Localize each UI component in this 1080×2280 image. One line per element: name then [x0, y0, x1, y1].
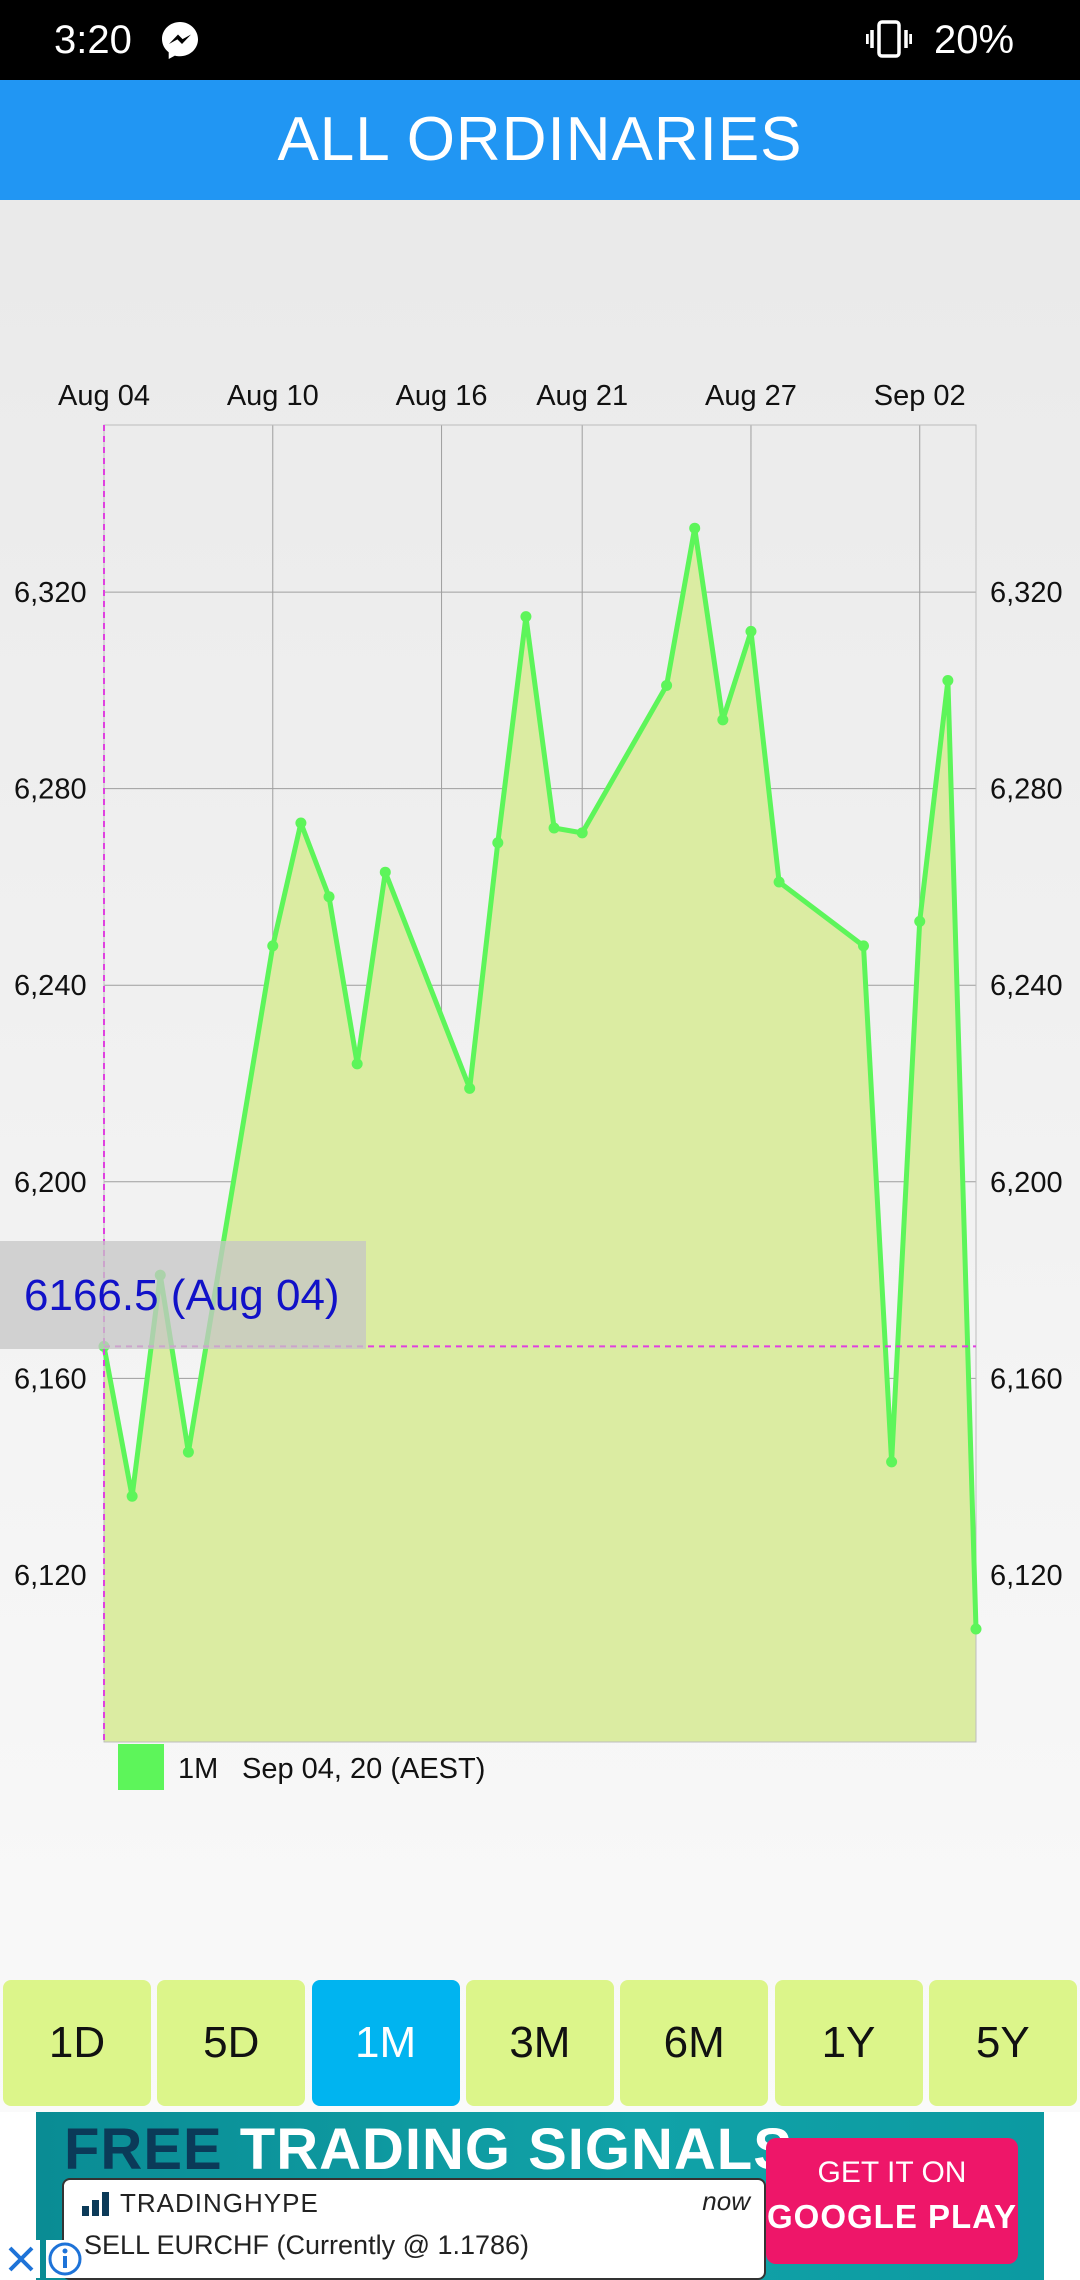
- price-area: [104, 528, 976, 1743]
- ad-time: now: [702, 2186, 750, 2216]
- app-bar: ALL ORDINARIES: [0, 80, 1080, 200]
- y-tick-label-right: 6,160: [990, 1363, 1063, 1395]
- data-point: [942, 675, 954, 687]
- signal-bars-icon: [82, 2192, 109, 2216]
- ad-notification: TRADINGHYPE now SELL EURCHF (Currently @…: [62, 2178, 766, 2280]
- page-title: ALL ORDINARIES: [277, 105, 803, 174]
- range-button-1d[interactable]: 1D: [3, 1980, 151, 2106]
- x-tick-label: Aug 21: [536, 380, 628, 412]
- data-point: [267, 940, 279, 952]
- data-point: [323, 891, 335, 903]
- y-axis: 6,120 6,120 6,160 6,160 6,200 6,200 6,240 6,240…: [14, 577, 1063, 1592]
- highlight-box: [0, 1241, 366, 1349]
- ad-message: SELL EURCHF (Currently @ 1.1786): [84, 2230, 530, 2260]
- data-point: [295, 817, 307, 829]
- ad-title-free: FREE: [64, 2117, 223, 2182]
- y-tick-label-left: 6,120: [14, 1560, 87, 1592]
- vibrate-icon: [866, 20, 912, 58]
- ad-content[interactable]: FREE TRADING SIGNALS TRADINGHYPE now SEL…: [36, 2112, 1044, 2280]
- data-point: [464, 1082, 476, 1094]
- data-point: [970, 1623, 982, 1635]
- status-time: 3:20: [54, 18, 132, 62]
- highlight-label: 6166.5 (Aug 04): [24, 1271, 340, 1320]
- y-tick-label-right: 6,200: [990, 1167, 1063, 1199]
- data-point: [126, 1490, 138, 1502]
- data-point: [548, 822, 560, 834]
- range-selector: 1D 5D 1M 3M 6M 1Y 5Y: [0, 1978, 1080, 2108]
- data-point: [576, 827, 588, 839]
- x-tick-label: Aug 04: [58, 380, 150, 412]
- legend-swatch: [118, 1744, 164, 1790]
- google-play-button[interactable]: GET IT ON GOOGLE PLAY: [766, 2138, 1018, 2264]
- range-button-3m[interactable]: 3M: [465, 1980, 614, 2106]
- range-button-5y[interactable]: 5Y: [928, 1980, 1077, 2106]
- price-chart[interactable]: Aug 04 Aug 10 Aug 16 Aug 21 Aug 27 Sep 02 6,1…: [0, 200, 1080, 1900]
- data-point: [717, 714, 729, 726]
- info-icon[interactable]: [46, 2240, 84, 2278]
- x-tick-label: Sep 02: [874, 380, 966, 412]
- data-point: [520, 611, 532, 623]
- battery-level: 20%: [934, 18, 1015, 62]
- y-tick-label-right: 6,320: [990, 577, 1063, 609]
- data-point: [689, 522, 701, 534]
- x-axis: Aug 04 Aug 10 Aug 16 Aug 21 Aug 27 Sep 02: [58, 380, 966, 412]
- x-tick-label: Aug 10: [227, 380, 319, 412]
- close-icon[interactable]: [2, 2240, 40, 2278]
- ad-title: FREE TRADING SIGNALS: [64, 2116, 793, 2183]
- ad-source: TRADINGHYPE: [120, 2188, 319, 2218]
- data-point: [773, 876, 785, 888]
- y-tick-label-right: 6,120: [990, 1560, 1063, 1592]
- data-point: [661, 679, 673, 691]
- y-tick-label-left: 6,200: [14, 1167, 87, 1199]
- cta-line2: GOOGLE PLAY: [767, 2198, 1017, 2235]
- status-bar: 3:20 20%: [0, 0, 1080, 80]
- y-tick-label-right: 6,280: [990, 774, 1063, 806]
- ad-banner[interactable]: FREE TRADING SIGNALS TRADINGHYPE now SEL…: [0, 2112, 1080, 2280]
- data-point: [886, 1456, 898, 1468]
- data-point: [745, 625, 757, 637]
- legend-note: Sep 04, 20 (AEST): [242, 1753, 485, 1785]
- y-tick-label-right: 6,240: [990, 970, 1063, 1002]
- x-tick-label: Aug 27: [705, 380, 797, 412]
- y-tick-label-left: 6,240: [14, 970, 87, 1002]
- x-tick-label: Aug 16: [396, 380, 488, 412]
- range-button-5d[interactable]: 5D: [157, 1980, 306, 2106]
- data-point: [914, 915, 926, 927]
- ad-title-rest: TRADING SIGNALS: [222, 2117, 793, 2182]
- y-tick-label-left: 6,160: [14, 1363, 87, 1395]
- range-button-1m[interactable]: 1M: [311, 1980, 460, 2106]
- messenger-icon: [162, 22, 198, 59]
- plot-border: [103, 424, 977, 1743]
- data-point: [857, 940, 869, 952]
- y-tick-label-left: 6,280: [14, 774, 87, 806]
- cta-line1: GET IT ON: [817, 2156, 967, 2189]
- range-button-1y[interactable]: 1Y: [774, 1980, 923, 2106]
- price-line: [101, 525, 979, 1630]
- data-point: [379, 866, 391, 878]
- y-tick-label-left: 6,320: [14, 577, 87, 609]
- price-points: [98, 522, 982, 1635]
- data-point: [182, 1446, 194, 1458]
- legend-label: 1M: [178, 1753, 218, 1785]
- data-point: [492, 837, 504, 849]
- range-button-6m[interactable]: 6M: [620, 1980, 769, 2106]
- data-point: [351, 1058, 363, 1070]
